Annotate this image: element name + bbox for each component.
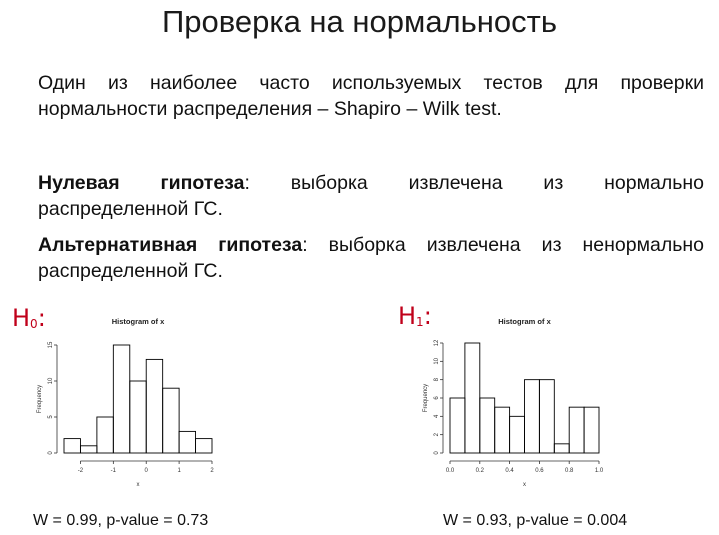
right-y-tick-label: 4 [434, 414, 440, 418]
alt-hypothesis-text: : выборка извлечена из ненормально [302, 234, 705, 256]
intro-text-1: Один из наиболее часто используемых тест… [38, 72, 704, 94]
right-x-tick-label: 0.6 [535, 468, 544, 474]
alt-line-1: Альтернативная гипотеза: выборка извлече… [38, 232, 704, 258]
left-y-tick-label: 5 [48, 415, 54, 419]
left-histogram-bar [96, 416, 114, 454]
right-histogram-bar [538, 379, 555, 454]
right-y-tick-label: 2 [434, 432, 440, 436]
left-chart-title: Histogram of x [112, 317, 165, 326]
right-histogram-bar [464, 342, 481, 454]
histogram-right-svg: Histogram of x 0 2 4 6 8 10 12 0.0 0.2 0.4 0.6 0.8 1.… [423, 317, 604, 488]
left-x-tick-label: 2 [210, 468, 214, 474]
right-histogram-bar [494, 406, 511, 454]
left-histogram-bar [63, 438, 81, 454]
right-histogram-bar [568, 406, 585, 454]
right-x-tick-label: 0.4 [505, 468, 514, 474]
left-histogram-bar [178, 430, 197, 454]
right-histogram-bar [479, 397, 496, 454]
left-x-tick-label: -1 [111, 468, 117, 474]
left-x-tick-label: 1 [177, 468, 181, 474]
right-y-tick-label: 8 [434, 377, 440, 381]
left-histogram-bar [195, 438, 213, 454]
intro-line-2: нормальности распределения – Shapiro – W… [38, 98, 502, 120]
left-x-axis-label: x [137, 482, 140, 488]
right-histogram-bar [524, 379, 540, 454]
right-x-tick-label: 0.8 [565, 468, 574, 474]
histogram-left-svg: Histogram of x 0 5 10 15 -2 -1 0 1 2 x Frequency [37, 317, 214, 488]
left-y-tick-label: 10 [48, 377, 54, 384]
left-histogram-bar [79, 445, 98, 454]
right-x-tick-label: 1.0 [595, 468, 604, 474]
right-x-tick-label: 0.0 [446, 468, 455, 474]
null-hypothesis-label: Нулевая гипотеза [38, 172, 245, 194]
left-histogram-bar [112, 344, 131, 454]
h0-letter: H [12, 304, 31, 332]
h0-annotation: H0: [12, 306, 46, 336]
left-y-tick-label: 0 [48, 451, 54, 455]
right-y-tick-label: 6 [434, 396, 440, 400]
right-histogram-bar [449, 397, 466, 454]
histogram-left: Histogram of x 0 5 10 15 -2 -1 0 1 2 x Frequency [26, 312, 226, 497]
left-y-axis-label: Frequency [37, 385, 43, 413]
left-histogram-bar [162, 387, 180, 454]
slide-title: Проверка на нормальность [161, 4, 558, 39]
h1-subscript: 1 [416, 315, 424, 329]
h0-colon: : [37, 304, 46, 332]
alt-hypothesis-label: Альтернативная гипотеза [38, 234, 303, 256]
alt-line-2: распределенной ГС. [38, 260, 223, 282]
intro-paragraph: Один из наиболее часто используемых тест… [38, 70, 704, 122]
null-hypothesis-text: : выборка извлечена из нормально [244, 172, 704, 194]
left-x-tick-label: 0 [145, 468, 149, 474]
null-hypothesis-paragraph: Нулевая гипотеза: выборка извлечена из н… [38, 170, 704, 222]
h1-annotation: H1: [398, 304, 432, 334]
alt-hypothesis-paragraph: Альтернативная гипотеза: выборка извлече… [38, 232, 704, 284]
right-histogram-bar [553, 443, 570, 454]
null-line-1: Нулевая гипотеза: выборка извлечена из н… [38, 170, 704, 196]
left-y-tick-label: 15 [48, 341, 54, 348]
right-histogram-bar [509, 415, 525, 454]
right-x-axis-label: x [523, 482, 526, 488]
histogram-right: Histogram of x 0 2 4 6 8 10 12 0.0 0.2 0.4 0.6 0.8 1.… [403, 312, 613, 497]
right-y-tick-label: 10 [434, 357, 440, 364]
right-y-tick-label: 12 [434, 339, 440, 346]
right-chart-title: Histogram of x [498, 317, 551, 326]
h0-subscript: 0 [30, 317, 38, 331]
right-y-axis-label: Frequency [423, 384, 429, 412]
intro-line-1: Один из наиболее часто используемых тест… [38, 70, 704, 96]
result-left: W = 0.99, p-value = 0.73 [33, 512, 209, 529]
right-x-tick-label: 0.2 [476, 468, 485, 474]
result-right: W = 0.93, p-value = 0.004 [443, 512, 628, 529]
right-y-tick-label: 0 [434, 451, 440, 455]
left-histogram-bar [145, 358, 164, 454]
h1-colon: : [423, 302, 432, 330]
left-x-tick-label: -2 [78, 468, 84, 474]
null-line-2: распределенной ГС. [38, 198, 223, 220]
right-histogram-bar [583, 406, 600, 454]
left-histogram-bar [129, 380, 147, 454]
h1-letter: H [398, 302, 417, 330]
